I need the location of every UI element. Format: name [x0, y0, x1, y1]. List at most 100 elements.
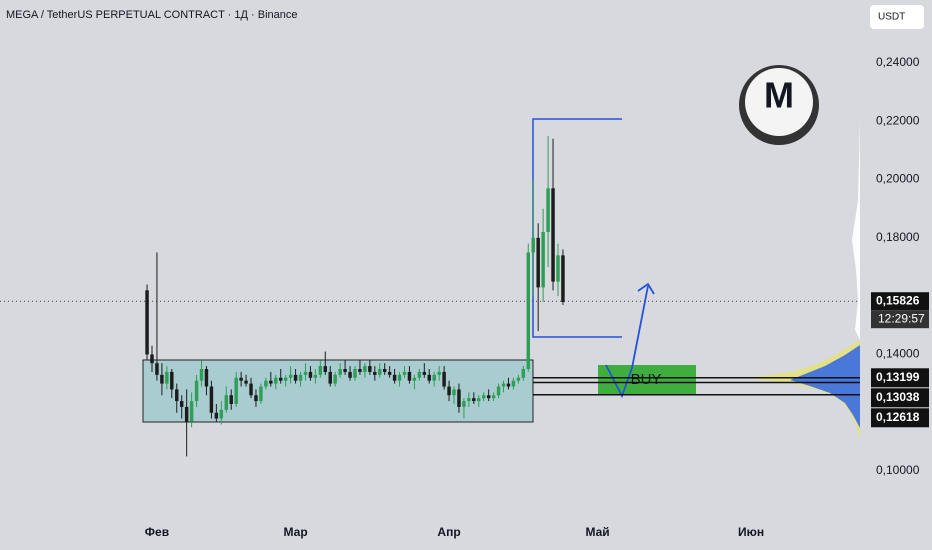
- candle-body: [288, 374, 293, 378]
- candle-body: [254, 395, 258, 402]
- candle-body: [293, 374, 298, 381]
- candle-body: [467, 398, 471, 402]
- candle-body: [175, 389, 179, 402]
- candle-body: [184, 406, 189, 422]
- candle-body: [160, 374, 164, 384]
- candle-body: [343, 369, 347, 372]
- level-box: [871, 368, 929, 388]
- candle-body: [249, 383, 253, 396]
- candle-body: [244, 380, 248, 384]
- candle-body: [373, 371, 377, 375]
- candle-body: [526, 252, 531, 370]
- chart-title: MEGA / TetherUS PERPETUAL CONTRACT · 1Д …: [6, 9, 298, 21]
- x-tick-label: Фев: [145, 525, 169, 539]
- candle-body: [368, 366, 372, 372]
- candle-body: [298, 374, 303, 381]
- candle-body: [486, 395, 491, 399]
- x-tick-label: Май: [585, 525, 609, 539]
- x-tick-label: Мар: [284, 525, 308, 539]
- candle-body: [556, 255, 560, 282]
- candle-body: [145, 290, 149, 355]
- candle-body: [165, 371, 169, 384]
- candle-body: [239, 377, 243, 381]
- candle-body: [536, 237, 540, 288]
- candle-body: [150, 354, 154, 364]
- candle-body: [318, 366, 323, 375]
- timer-box: [871, 310, 929, 329]
- candle-body: [501, 383, 506, 387]
- candle-body: [274, 377, 278, 384]
- candle-body: [264, 380, 268, 387]
- range-bracket: [532, 118, 622, 338]
- timer-label: 12:29:57: [878, 311, 925, 325]
- candle-body: [402, 371, 407, 375]
- candle-body: [452, 389, 456, 396]
- candle-body: [561, 255, 565, 302]
- candle-body: [323, 366, 328, 372]
- candle-body: [432, 374, 436, 381]
- candle-body: [506, 383, 511, 387]
- level-label: 0,13199: [876, 370, 920, 384]
- candle-body: [224, 395, 228, 410]
- candle-body: [387, 371, 392, 375]
- candle-body: [199, 369, 204, 381]
- currency-label: USDT: [878, 12, 905, 23]
- candle-body: [447, 386, 451, 396]
- candle-body: [358, 369, 362, 372]
- logo: [745, 68, 813, 136]
- volume-profile-inner: [790, 345, 860, 428]
- candle-body: [496, 386, 501, 396]
- candle-body: [472, 398, 476, 402]
- candle-body: [204, 369, 209, 387]
- candle-body: [170, 371, 174, 390]
- candle-body: [313, 374, 318, 378]
- candle-body: [338, 369, 342, 375]
- candle-body: [303, 371, 308, 375]
- candle-body: [219, 409, 224, 419]
- candle-body: [481, 395, 486, 399]
- candle-body: [209, 386, 214, 413]
- candle-body: [283, 377, 288, 381]
- candle-body: [308, 371, 313, 378]
- currency-button[interactable]: [870, 5, 924, 29]
- level-label: 0,13038: [876, 390, 920, 404]
- level-box: [871, 388, 929, 408]
- logo-letter: M: [764, 75, 794, 116]
- candle-body: [392, 374, 397, 381]
- candle-body: [234, 377, 238, 404]
- candle-body: [155, 363, 159, 375]
- x-tick-label: Апр: [437, 525, 460, 539]
- candle-body: [427, 374, 431, 381]
- candle-body: [442, 371, 446, 387]
- y-tick-label: 0,14000: [876, 347, 920, 361]
- candle-body: [521, 369, 526, 378]
- level-label: 0,12618: [876, 410, 920, 424]
- candle-body: [353, 369, 357, 378]
- candle-body: [546, 188, 550, 233]
- candle-body: [417, 371, 422, 378]
- candle-body: [214, 412, 219, 419]
- candle-body: [378, 369, 382, 375]
- candle-body: [407, 371, 412, 381]
- candle-body: [278, 377, 283, 381]
- candle-body: [333, 374, 337, 384]
- candle-body: [422, 371, 427, 375]
- candle-body: [397, 374, 402, 381]
- candle-body: [382, 369, 387, 372]
- y-tick-label: 0,18000: [876, 230, 920, 244]
- buy-label: BUY: [631, 371, 662, 388]
- last-price-box: [871, 292, 929, 311]
- candle-body: [462, 401, 466, 407]
- level-box: [871, 408, 929, 428]
- candle-body: [194, 380, 199, 402]
- candle-body: [328, 371, 332, 384]
- last-price-label: 0,15826: [876, 293, 920, 307]
- candle-body: [412, 377, 417, 381]
- candle-body: [269, 380, 273, 384]
- candle-body: [259, 386, 263, 402]
- y-tick-label: 0,20000: [876, 172, 920, 186]
- arrow-head: [637, 282, 655, 295]
- candle-body: [348, 371, 352, 378]
- candle-body: [531, 237, 535, 253]
